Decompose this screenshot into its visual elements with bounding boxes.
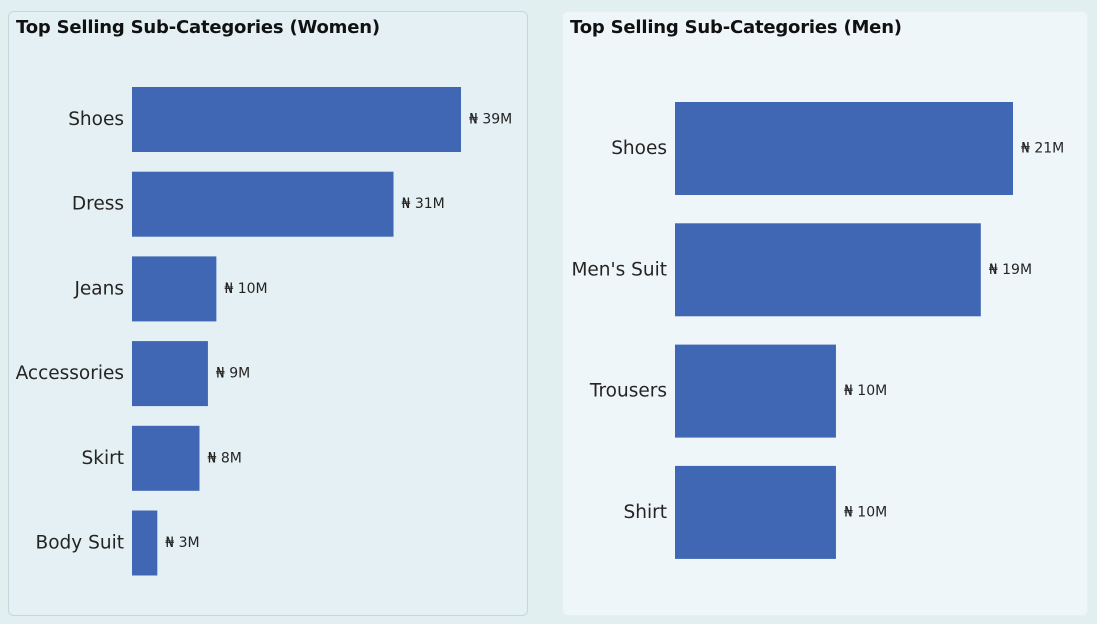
men-bar-2[interactable]: [675, 344, 836, 438]
women-category-label: Accessories: [16, 363, 124, 384]
women-chart-panel: Top Selling Sub-Categories (Women) Shoes…: [8, 11, 528, 616]
women-value-label: ₦ 3M: [165, 535, 199, 551]
women-category-label: Jeans: [73, 278, 124, 299]
women-category-label: Dress: [72, 194, 124, 215]
women-category-label: Body Suit: [36, 533, 124, 554]
men-value-label: ₦ 10M: [844, 383, 887, 399]
women-bar-4[interactable]: [132, 425, 200, 491]
women-bar-1[interactable]: [132, 171, 394, 237]
women-value-label: ₦ 9M: [216, 366, 250, 382]
men-bar-3[interactable]: [675, 465, 836, 559]
men-category-label: Trousers: [589, 381, 667, 402]
women-bar-chart: Shoes ₦ 39M Dress ₦ 31M Jeans ₦ 10M Accessorie…: [16, 87, 512, 576]
women-bar-3[interactable]: [132, 341, 208, 407]
women-value-label: ₦ 8M: [207, 450, 241, 466]
men-value-label: ₦ 19M: [989, 262, 1032, 278]
men-value-label: ₦ 21M: [1021, 141, 1064, 157]
men-category-label: Shirt: [624, 502, 667, 523]
women-category-label: Skirt: [82, 448, 124, 469]
women-chart-title: Top Selling Sub-Categories (Women): [16, 17, 380, 38]
men-bar-0[interactable]: [675, 102, 1013, 195]
women-value-label: ₦ 39M: [469, 112, 512, 128]
men-category-label: Shoes: [611, 138, 667, 159]
women-bar-0[interactable]: [132, 87, 461, 152]
women-value-label: ₦ 31M: [402, 196, 445, 212]
women-bar-2[interactable]: [132, 256, 217, 322]
men-bar-1[interactable]: [675, 223, 981, 317]
men-category-label: Men's Suit: [571, 259, 667, 280]
women-bar-5[interactable]: [132, 510, 158, 576]
women-category-label: Shoes: [68, 109, 124, 130]
women-value-label: ₦ 10M: [224, 281, 267, 297]
men-value-label: ₦ 10M: [844, 504, 887, 520]
men-chart-panel: Top Selling Sub-Categories (Men) Shoes ₦ …: [562, 11, 1088, 616]
men-bar-chart: Shoes ₦ 21M Men's Suit ₦ 19M Trousers ₦ 10M Sh…: [571, 102, 1064, 559]
men-chart-title: Top Selling Sub-Categories (Men): [570, 17, 902, 38]
